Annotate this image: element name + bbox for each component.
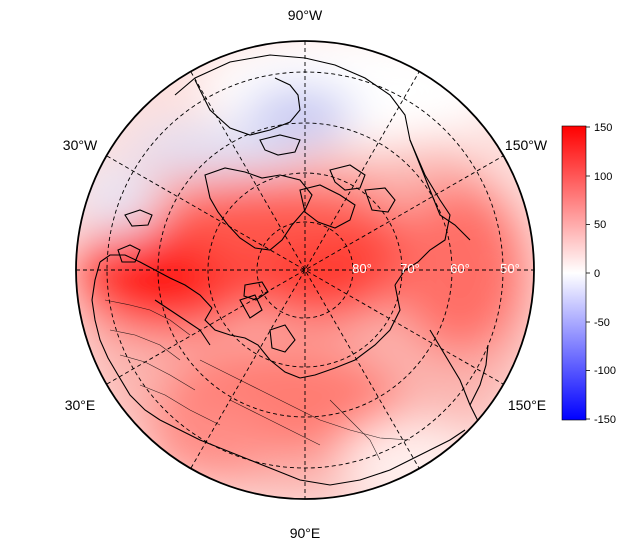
lat-label-70: 70° [400,261,420,276]
colorbar-tick-label: 0 [594,268,600,280]
colorbar-tick-label: 150 [594,122,612,134]
colorbar-tick-label: 100 [594,171,612,183]
greenland-coastline [204,167,313,251]
europe-coastline [91,261,161,421]
canadian-archipelago-coastline [299,184,356,229]
colorbar-tick-label: 50 [594,219,606,231]
colorbar: 150 100 50 0 -50 -100 -150 [561,122,616,426]
colorbar-gradient [561,125,587,421]
east-siberia-coastline [299,284,401,379]
colorbar-ticks [586,126,590,420]
svalbard-coastline [243,281,269,301]
north-america-coastline [174,54,471,241]
latitude-labels: 80° 70° 60° 50° [352,261,520,276]
colorbar-tick-label: -150 [594,414,616,426]
lon-label-150e: 150°E [508,397,546,413]
lon-label-30w: 30°W [63,137,98,153]
map-boundary [75,40,535,500]
colorbar-tick-label: -50 [594,317,610,329]
lon-label-150w: 150°W [505,137,548,153]
siberia-coastline [204,307,301,379]
lon-label-90w: 90°W [288,7,323,23]
lat-label-60: 60° [450,261,470,276]
alaska-coastline [394,139,451,286]
asia-coastline [159,419,466,486]
lat-label-50: 50° [500,261,520,276]
longitude-labels: 90°W 30°W 150°W 30°E 150°E 90°E [63,7,548,541]
lat-label-80: 80° [352,261,372,276]
colorbar-tick-label: -100 [594,365,616,377]
lon-label-30e: 30°E [65,397,96,413]
lon-label-90e: 90°E [290,525,321,541]
meridians [76,41,534,499]
